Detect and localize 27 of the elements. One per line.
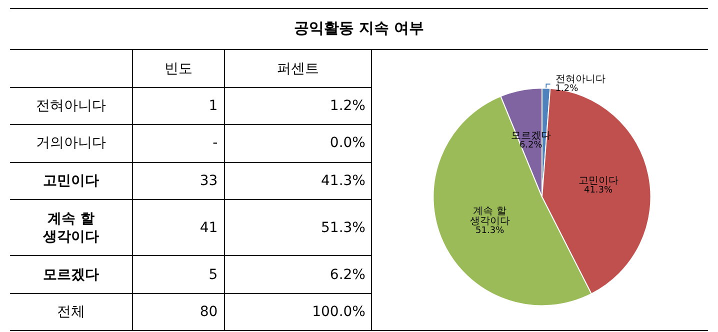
- data-label: 1.2%: [556, 84, 580, 94]
- data-label: 51.3%: [476, 226, 506, 236]
- text: 41.3%: [224, 162, 372, 200]
- text: 모르겠다: [10, 256, 132, 294]
- slice-label: 계속 할 생각이다: [470, 206, 510, 227]
- text: 퍼센트: [224, 50, 372, 88]
- data-label: 41.3%: [584, 186, 614, 196]
- text: 0.0%: [224, 124, 372, 162]
- text: 80: [132, 293, 224, 330]
- text: 공익활동 지속 여부: [10, 8, 708, 49]
- text: 거의아니다: [10, 124, 132, 162]
- slice-label: 전혀아니다: [556, 74, 606, 86]
- text: -: [132, 124, 224, 162]
- text: 전혀아니다: [10, 88, 132, 125]
- text: 33: [132, 162, 224, 200]
- text: 빈도: [132, 50, 224, 88]
- text: 100.0%: [224, 293, 372, 330]
- text: 계속 할 생각이다: [10, 199, 132, 256]
- text: 51.3%: [224, 199, 372, 256]
- text: 6.2%: [224, 256, 372, 294]
- text: 41: [132, 199, 224, 256]
- text: 1: [132, 88, 224, 125]
- text: 1.2%: [224, 88, 372, 125]
- text: 5: [132, 256, 224, 294]
- text: 고민이다: [10, 162, 132, 200]
- text: 전체: [10, 293, 132, 330]
- slice-label: 고민이다: [578, 176, 619, 187]
